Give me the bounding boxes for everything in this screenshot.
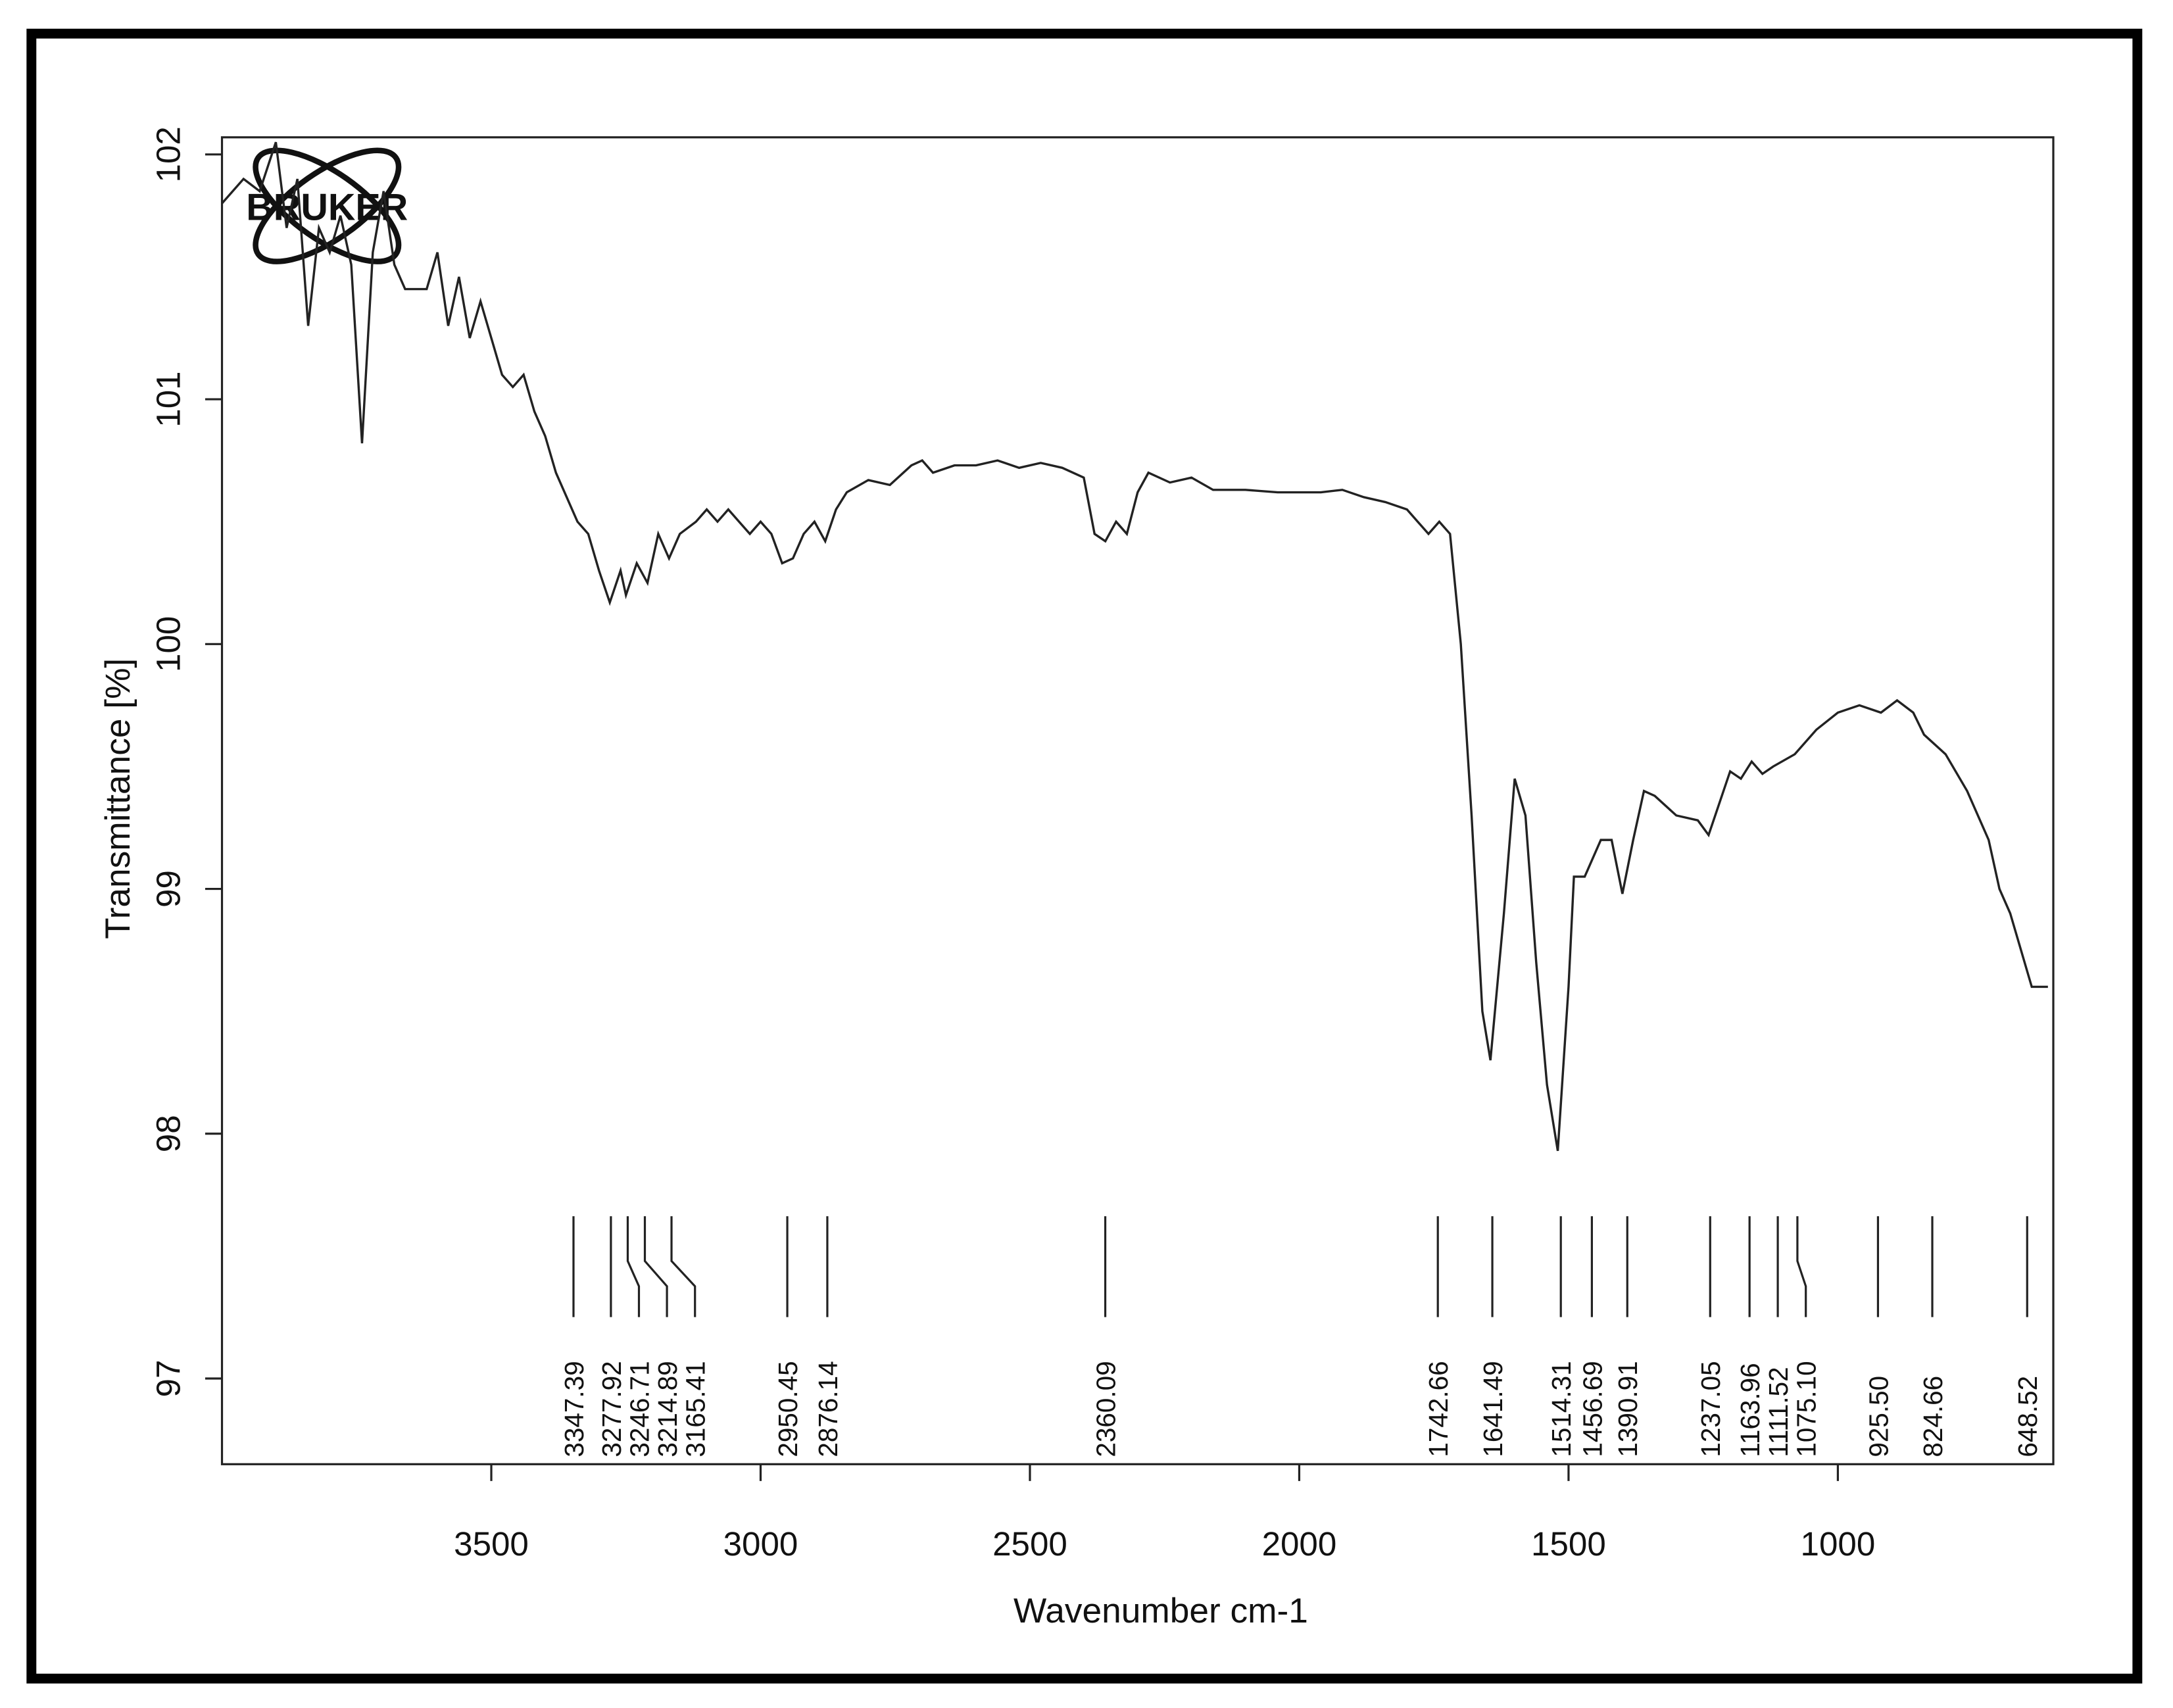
x-tick-label: 2500 — [992, 1525, 1067, 1563]
peak-label: 2950.45 — [773, 1361, 803, 1457]
peak-label: 925.50 — [1863, 1376, 1893, 1457]
x-tick-label: 1000 — [1801, 1525, 1876, 1563]
peak-marker — [643, 1216, 668, 1317]
x-tick-label: 3000 — [723, 1525, 798, 1563]
y-axis-label: Transmittance [%] — [99, 658, 137, 939]
outer-frame — [26, 28, 2143, 1684]
peak-label: 3165.41 — [681, 1361, 711, 1457]
x-tick-label: 1500 — [1531, 1525, 1606, 1563]
logo-orbit — [253, 147, 402, 264]
peak-label: 648.52 — [2013, 1376, 2043, 1457]
peak-marker — [626, 1216, 641, 1317]
x-tick-label: 3500 — [454, 1525, 529, 1563]
y-tick-label: 101 — [150, 371, 187, 427]
peak-label: 3277.92 — [597, 1361, 627, 1457]
plot-frame — [220, 136, 2055, 1465]
peak-label: 1390.91 — [1613, 1361, 1643, 1457]
peak-label: 3214.89 — [652, 1361, 683, 1457]
peak-label: 1514.31 — [1546, 1361, 1576, 1457]
y-tick-label: 99 — [150, 870, 187, 908]
logo-orbit — [253, 147, 402, 264]
peak-label: 1641.49 — [1478, 1361, 1508, 1457]
peak-label: 3246.71 — [624, 1361, 654, 1457]
peak-label: 1111.52 — [1763, 1367, 1794, 1457]
peak-label: 1163.96 — [1735, 1363, 1765, 1457]
peak-marker — [670, 1216, 696, 1317]
y-tick-label: 100 — [150, 616, 187, 672]
peak-label: 1237.05 — [1696, 1361, 1726, 1457]
peak-label: 1742.66 — [1423, 1361, 1453, 1457]
peak-label: 824.66 — [1918, 1376, 1948, 1457]
y-tick-label: 98 — [150, 1115, 187, 1152]
spectrum-line — [221, 141, 2048, 1152]
peak-marker — [1796, 1216, 1807, 1317]
peak-label: 2360.09 — [1090, 1361, 1121, 1457]
y-tick-label: 102 — [150, 126, 187, 182]
y-tick-label: 97 — [150, 1360, 187, 1398]
peak-label: 1075.10 — [1792, 1361, 1822, 1457]
peak-label: 1456.69 — [1577, 1361, 1607, 1457]
peak-label: 2876.14 — [813, 1361, 843, 1457]
x-axis-label: Wavenumber cm-1 — [1013, 1592, 1308, 1630]
peak-label: 3347.39 — [559, 1361, 589, 1457]
x-tick-label: 2000 — [1262, 1525, 1337, 1563]
